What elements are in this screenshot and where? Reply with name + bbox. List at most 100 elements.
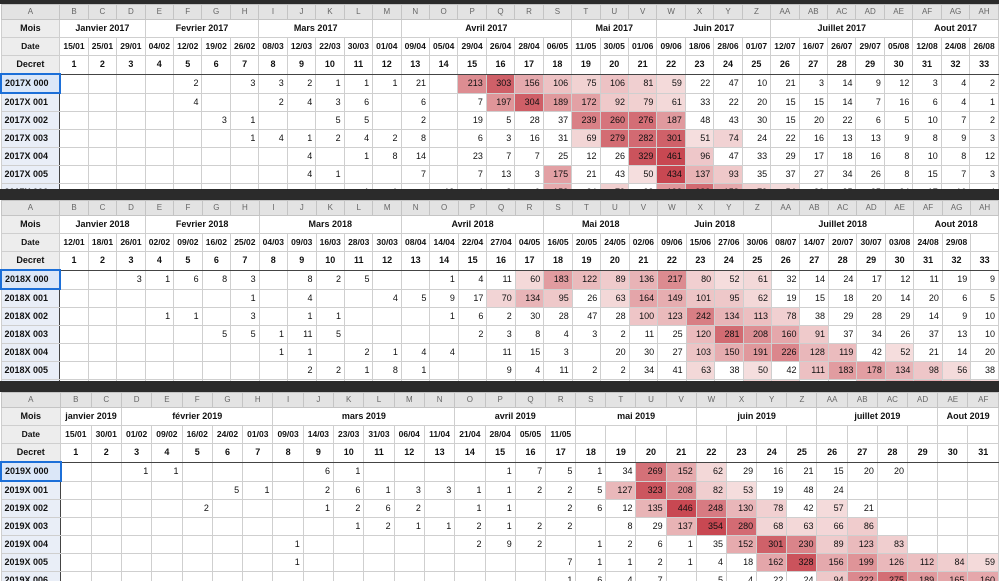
row-label-cell[interactable]: 2017X 005 bbox=[0, 165, 61, 184]
value-cell[interactable]: 11 bbox=[486, 269, 516, 290]
value-cell[interactable] bbox=[258, 307, 289, 326]
value-cell[interactable]: 35 bbox=[714, 379, 744, 381]
value-cell[interactable] bbox=[514, 499, 547, 518]
value-cell[interactable]: 35 bbox=[695, 535, 727, 554]
value-cell[interactable]: 4 bbox=[286, 147, 317, 166]
value-cell[interactable]: 4 bbox=[258, 129, 288, 148]
date-cell[interactable]: 30/06 bbox=[742, 233, 773, 252]
column-letter-T[interactable]: T bbox=[571, 4, 601, 20]
value-cell[interactable]: 279 bbox=[599, 129, 629, 148]
value-cell[interactable] bbox=[423, 571, 456, 581]
column-letter-A[interactable]: A bbox=[0, 200, 61, 216]
value-cell[interactable] bbox=[258, 183, 288, 189]
value-cell[interactable]: 3 bbox=[486, 325, 516, 344]
decret-cell[interactable]: 3 bbox=[116, 55, 146, 75]
value-cell[interactable]: 1 bbox=[315, 73, 345, 94]
column-letter-M[interactable]: M bbox=[372, 200, 402, 216]
value-cell[interactable]: 13 bbox=[855, 129, 885, 148]
value-cell[interactable]: 20 bbox=[970, 343, 999, 362]
value-cell[interactable] bbox=[120, 517, 153, 536]
value-cell[interactable] bbox=[876, 499, 909, 518]
value-cell[interactable]: 2 bbox=[545, 499, 577, 518]
date-cell[interactable]: 12/08 bbox=[912, 37, 942, 56]
value-cell[interactable]: 1 bbox=[333, 461, 365, 482]
value-cell[interactable]: 106 bbox=[599, 73, 629, 94]
value-cell[interactable]: 2 bbox=[181, 499, 213, 518]
value-cell[interactable]: 13 bbox=[827, 129, 857, 148]
value-cell[interactable] bbox=[59, 343, 89, 362]
value-cell[interactable]: 106 bbox=[542, 73, 573, 94]
decret-cell[interactable]: 23 bbox=[725, 443, 758, 463]
value-cell[interactable]: 26 bbox=[599, 147, 629, 166]
decret-cell[interactable]: 2 bbox=[87, 55, 118, 75]
value-cell[interactable]: 282 bbox=[627, 129, 658, 148]
value-cell[interactable]: 162 bbox=[756, 553, 788, 572]
value-cell[interactable]: 3 bbox=[969, 165, 999, 184]
value-cell[interactable] bbox=[211, 571, 244, 581]
value-cell[interactable]: 3 bbox=[798, 73, 829, 94]
value-cell[interactable]: 2 bbox=[486, 307, 516, 326]
value-cell[interactable] bbox=[211, 517, 244, 536]
value-cell[interactable]: 21 bbox=[571, 165, 601, 184]
value-cell[interactable]: 16 bbox=[486, 379, 516, 381]
decret-cell[interactable]: 29 bbox=[855, 55, 885, 75]
value-cell[interactable]: 1 bbox=[343, 361, 374, 380]
value-cell[interactable]: 2 bbox=[363, 517, 395, 536]
value-cell[interactable]: 22 bbox=[756, 571, 788, 581]
value-cell[interactable]: 8 bbox=[372, 361, 402, 380]
date-cell[interactable] bbox=[937, 425, 969, 444]
value-cell[interactable]: 1 bbox=[315, 165, 345, 184]
value-cell[interactable] bbox=[454, 553, 486, 572]
value-cell[interactable]: 28 bbox=[799, 379, 829, 381]
value-cell[interactable]: 142 bbox=[884, 379, 915, 381]
column-letter-Z[interactable]: Z bbox=[786, 392, 818, 408]
value-cell[interactable]: 92 bbox=[599, 92, 629, 112]
decret-cell[interactable]: 7 bbox=[230, 251, 260, 271]
row-label-cell[interactable]: 2017X 002 bbox=[0, 111, 61, 130]
value-cell[interactable] bbox=[59, 288, 89, 308]
column-letter-AA[interactable]: AA bbox=[770, 4, 800, 20]
value-cell[interactable]: 48 bbox=[684, 111, 715, 130]
date-cell[interactable]: 09/03 bbox=[272, 425, 304, 444]
column-letter-AH[interactable]: AH bbox=[969, 4, 999, 20]
value-cell[interactable]: 5 bbox=[695, 571, 727, 581]
value-cell[interactable]: 6 bbox=[343, 92, 374, 112]
value-cell[interactable]: 5 bbox=[400, 288, 431, 308]
value-cell[interactable] bbox=[201, 73, 231, 94]
value-cell[interactable]: 10 bbox=[912, 111, 942, 130]
value-cell[interactable]: 15 bbox=[799, 288, 829, 308]
value-cell[interactable] bbox=[315, 343, 345, 362]
value-cell[interactable] bbox=[242, 499, 274, 518]
date-cell[interactable]: 29/08 bbox=[941, 233, 972, 252]
value-cell[interactable]: 9 bbox=[970, 269, 999, 290]
value-cell[interactable] bbox=[429, 361, 459, 380]
column-letter-AB[interactable]: AB bbox=[799, 200, 829, 216]
date-cell[interactable]: 06/05 bbox=[542, 37, 573, 56]
value-cell[interactable]: 75 bbox=[571, 73, 601, 94]
value-cell[interactable]: 6 bbox=[457, 129, 487, 148]
value-cell[interactable]: 53 bbox=[725, 480, 758, 500]
value-cell[interactable]: 5 bbox=[883, 111, 914, 130]
value-cell[interactable]: 4 bbox=[514, 361, 545, 380]
date-cell[interactable] bbox=[970, 233, 999, 252]
value-cell[interactable]: 20 bbox=[827, 379, 858, 381]
value-cell[interactable] bbox=[315, 288, 345, 308]
column-letter-J[interactable]: J bbox=[302, 392, 335, 408]
date-cell[interactable] bbox=[846, 425, 878, 444]
column-letter-B[interactable]: B bbox=[59, 4, 89, 20]
value-cell[interactable] bbox=[144, 361, 175, 380]
value-cell[interactable] bbox=[272, 517, 304, 536]
value-cell[interactable]: 86 bbox=[846, 517, 878, 536]
date-cell[interactable]: 16/02 bbox=[181, 425, 213, 444]
date-cell[interactable]: 18/01 bbox=[87, 233, 118, 252]
value-cell[interactable]: 283 bbox=[684, 183, 715, 189]
value-cell[interactable]: 5 bbox=[230, 325, 260, 344]
value-cell[interactable]: 2 bbox=[286, 73, 317, 94]
column-letter-U[interactable]: U bbox=[635, 392, 667, 408]
value-cell[interactable]: 128 bbox=[799, 343, 829, 362]
value-cell[interactable]: 59 bbox=[967, 553, 999, 572]
value-cell[interactable]: 328 bbox=[786, 553, 818, 572]
value-cell[interactable]: 11 bbox=[628, 325, 659, 344]
date-cell[interactable] bbox=[816, 425, 848, 444]
value-cell[interactable]: 275 bbox=[876, 571, 909, 581]
